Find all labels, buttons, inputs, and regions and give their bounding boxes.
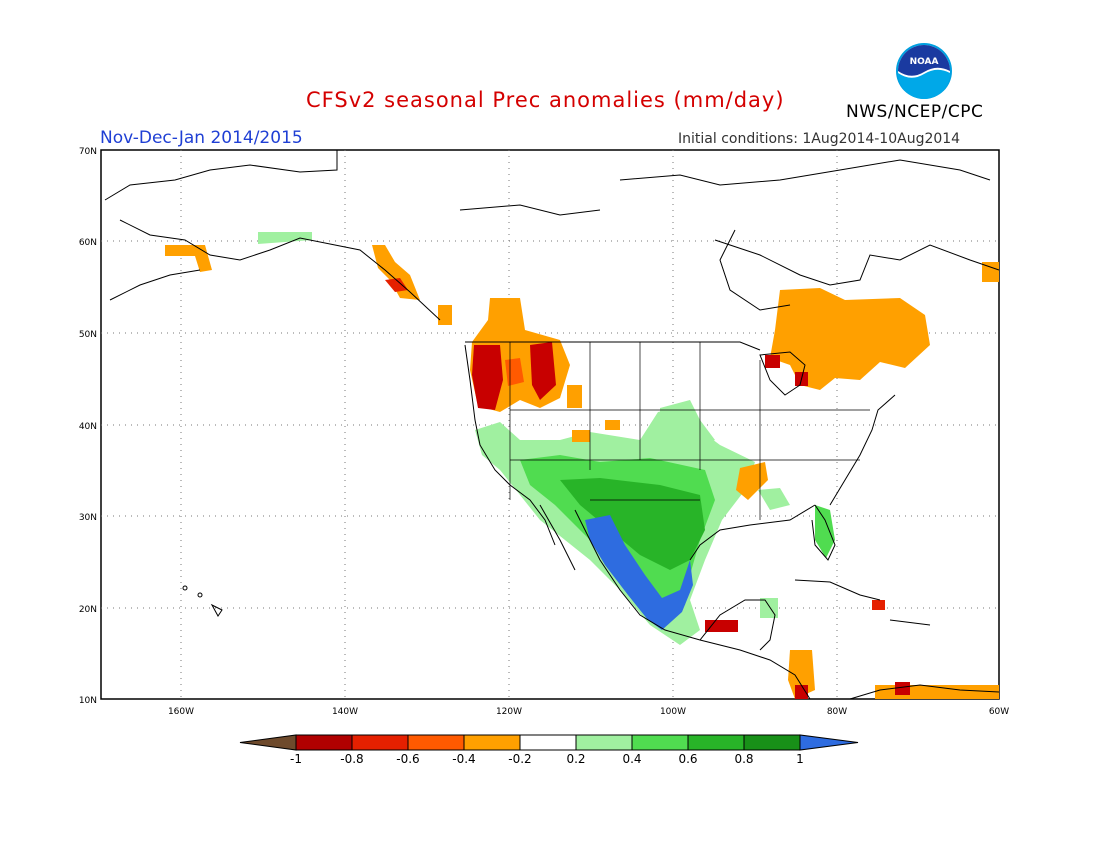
noaa-logo: NOAA	[896, 43, 952, 99]
dry-bc-island	[438, 305, 452, 325]
dry-nevada	[605, 420, 620, 430]
colorbar-legend: -1 -0.8 -0.6 -0.4 -0.2 0.2 0.4 0.6 0.8 1	[239, 734, 859, 766]
colorbar-swatch	[575, 734, 633, 751]
very-wet-region	[585, 515, 693, 630]
colorbar-label: 0.4	[622, 752, 641, 766]
wet-light-southeast	[758, 488, 790, 510]
lat-label: 70N	[79, 147, 97, 157]
dry-haiti	[872, 600, 885, 610]
colorbar-swatch	[295, 734, 353, 751]
map-frame	[100, 149, 1000, 700]
dry-quebec	[770, 288, 930, 390]
lat-label: 30N	[79, 513, 97, 523]
wet-light-alaska	[258, 232, 312, 244]
lat-label: 20N	[79, 605, 97, 615]
coastlines	[104, 150, 1000, 700]
dry-colorado	[572, 430, 590, 442]
dry-strong-bc	[385, 278, 408, 292]
lat-label: 60N	[79, 238, 97, 248]
lon-label: 140W	[332, 707, 358, 717]
wet-light-plains	[660, 400, 715, 450]
colorbar-label: -1	[290, 752, 302, 766]
lat-label: 10N	[79, 696, 97, 706]
logo-text: NOAA	[910, 57, 939, 67]
lat-label: 40N	[79, 422, 97, 432]
colorbar-label: 0.8	[734, 752, 753, 766]
lon-label: 120W	[496, 707, 522, 717]
colorbar-label: -0.4	[452, 752, 475, 766]
colorbar-label: 0.2	[566, 752, 585, 766]
agency-label: NWS/NCEP/CPC	[846, 102, 984, 122]
colorbar-label: -0.6	[396, 752, 419, 766]
colorbar-swatch	[687, 734, 745, 751]
colorbar-swatch	[631, 734, 689, 751]
colorbar-label: 0.6	[678, 752, 697, 766]
colorbar-swatch	[743, 734, 801, 751]
colorbar-label: 1	[796, 752, 804, 766]
colorbar-arrow-left	[239, 734, 297, 751]
colorbar-swatch	[351, 734, 409, 751]
dry-bc-coast	[372, 245, 420, 300]
dry-strong-idaho	[530, 342, 556, 400]
colorbar-swatch	[519, 734, 577, 751]
map-title: CFSv2 seasonal Prec anomalies (mm/day)	[306, 88, 785, 112]
lat-labels: 70N 60N 50N 40N 30N 20N 10N	[79, 147, 97, 706]
dry-strong-central-america	[795, 685, 808, 699]
lon-label: 100W	[660, 707, 686, 717]
colorbar-swatch	[407, 734, 465, 751]
dry-strong-great-lakes	[765, 355, 780, 368]
colorbar-swatch	[463, 734, 521, 751]
lon-label: 60W	[989, 707, 1009, 717]
lon-label: 80W	[827, 707, 847, 717]
anomaly-shading	[165, 232, 999, 699]
colorbar-label: -0.2	[508, 752, 531, 766]
dry-yucatan-red	[705, 620, 738, 632]
wet-florida	[815, 505, 835, 558]
lon-label: 160W	[168, 707, 194, 717]
dry-newfoundland	[982, 262, 999, 282]
wet-strong-region	[560, 478, 705, 570]
dry-utah	[567, 385, 582, 408]
dry-strong-pnw	[472, 345, 503, 410]
lat-label: 50N	[79, 330, 97, 340]
colorbar-label: -0.8	[340, 752, 363, 766]
dry-alaska-west	[165, 245, 212, 272]
lon-labels: 160W 140W 120W 100W 80W 60W	[168, 707, 1009, 717]
dry-central-america	[788, 650, 815, 699]
dry-strong-caribbean	[895, 682, 910, 695]
state-borders	[509, 342, 870, 520]
colorbar-arrow-right	[799, 734, 859, 751]
forecast-period: Nov-Dec-Jan 2014/2015	[100, 128, 303, 148]
initial-conditions: Initial conditions: 1Aug2014-10Aug2014	[678, 131, 961, 147]
